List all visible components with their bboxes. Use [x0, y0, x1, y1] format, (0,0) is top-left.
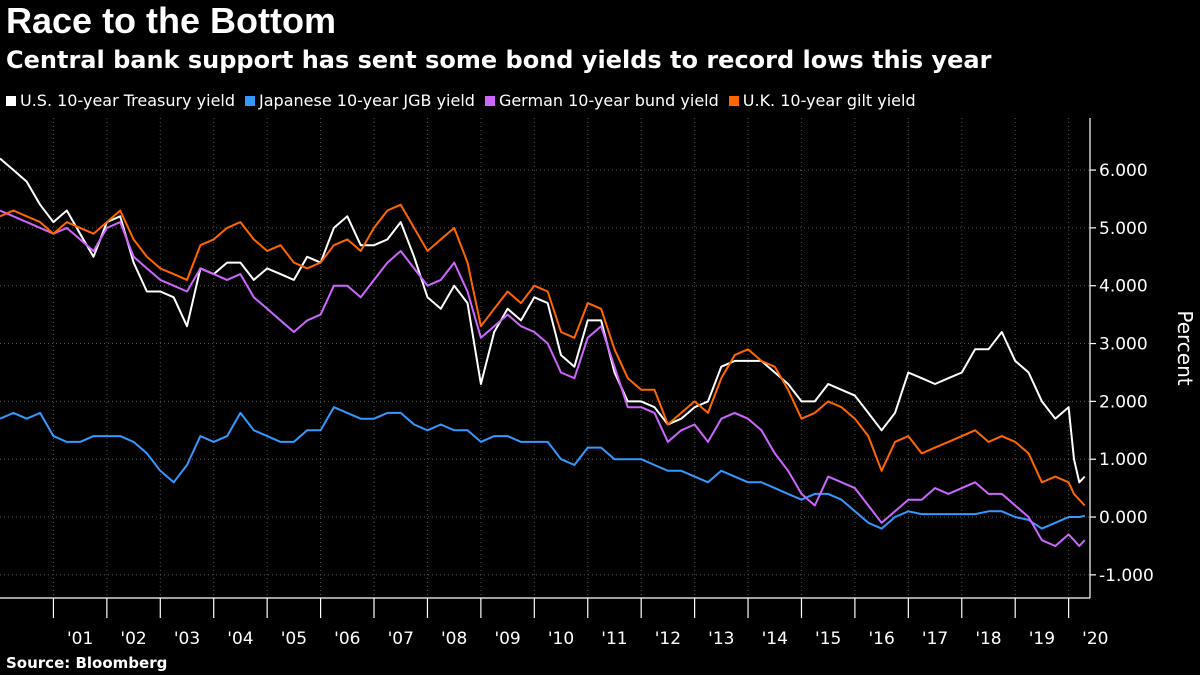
x-tick-label: '04 — [227, 629, 253, 649]
x-tick-label: '19 — [1029, 629, 1055, 649]
chart-title: Race to the Bottom — [6, 0, 337, 41]
legend-item: U.K. 10-year gilt yield — [728, 91, 916, 110]
x-tick-label: '13 — [708, 629, 734, 649]
legend-label: German 10-year bund yield — [498, 91, 719, 110]
x-tick-label: '03 — [174, 629, 200, 649]
legend-swatch — [6, 95, 16, 106]
x-tick-label: '14 — [762, 629, 788, 649]
x-tick-label: '05 — [281, 629, 307, 649]
legend-label: Japanese 10-year JGB yield — [259, 91, 475, 110]
series-line-0 — [0, 157, 1086, 484]
x-tick-label: '15 — [815, 629, 841, 649]
series-line-1 — [0, 406, 1085, 530]
legend-item: German 10-year bund yield — [484, 91, 719, 110]
legend-swatch — [728, 95, 739, 106]
x-tick-label: '11 — [601, 629, 627, 649]
x-tick-label: '20 — [1082, 629, 1108, 649]
x-tick-label: '07 — [388, 629, 414, 649]
legend-item: Japanese 10-year JGB yield — [245, 91, 475, 110]
legend-item: U.S. 10-year Treasury yield — [6, 91, 235, 110]
chart-subtitle: Central bank support has sent some bond … — [6, 46, 992, 74]
y-tick-label: 6.000 — [1099, 161, 1148, 181]
x-tick-label: '10 — [548, 629, 574, 649]
x-tick-label: '17 — [922, 629, 948, 649]
y-axis-title: Percent — [1173, 310, 1197, 385]
legend-label: U.K. 10-year gilt yield — [742, 91, 916, 110]
y-tick-label: 2.000 — [1099, 392, 1148, 412]
y-tick-label: -1.000 — [1099, 566, 1154, 586]
legend-label: U.S. 10-year Treasury yield — [20, 91, 236, 110]
series-line-3 — [0, 203, 1086, 507]
source-note: Source: Bloomberg — [6, 654, 168, 672]
y-tick-label: 3.000 — [1099, 335, 1148, 355]
legend-swatch — [484, 95, 495, 106]
legend: U.S. 10-year Treasury yield Japanese 10-y… — [6, 91, 926, 110]
y-tick-label: 1.000 — [1099, 450, 1148, 470]
x-tick-label: '16 — [868, 629, 894, 649]
legend-swatch — [245, 95, 256, 106]
x-tick-label: '18 — [975, 629, 1001, 649]
x-tick-label: '02 — [120, 629, 146, 649]
x-tick-label: '01 — [67, 629, 93, 649]
x-tick-label: '09 — [494, 629, 520, 649]
x-tick-label: '08 — [441, 629, 467, 649]
x-tick-label: '12 — [655, 629, 681, 649]
y-tick-label: 4.000 — [1099, 277, 1148, 297]
series-line-2 — [0, 209, 1086, 547]
y-tick-label: 5.000 — [1099, 219, 1148, 239]
y-tick-label: 0.000 — [1099, 508, 1148, 528]
x-tick-label: '06 — [334, 629, 360, 649]
